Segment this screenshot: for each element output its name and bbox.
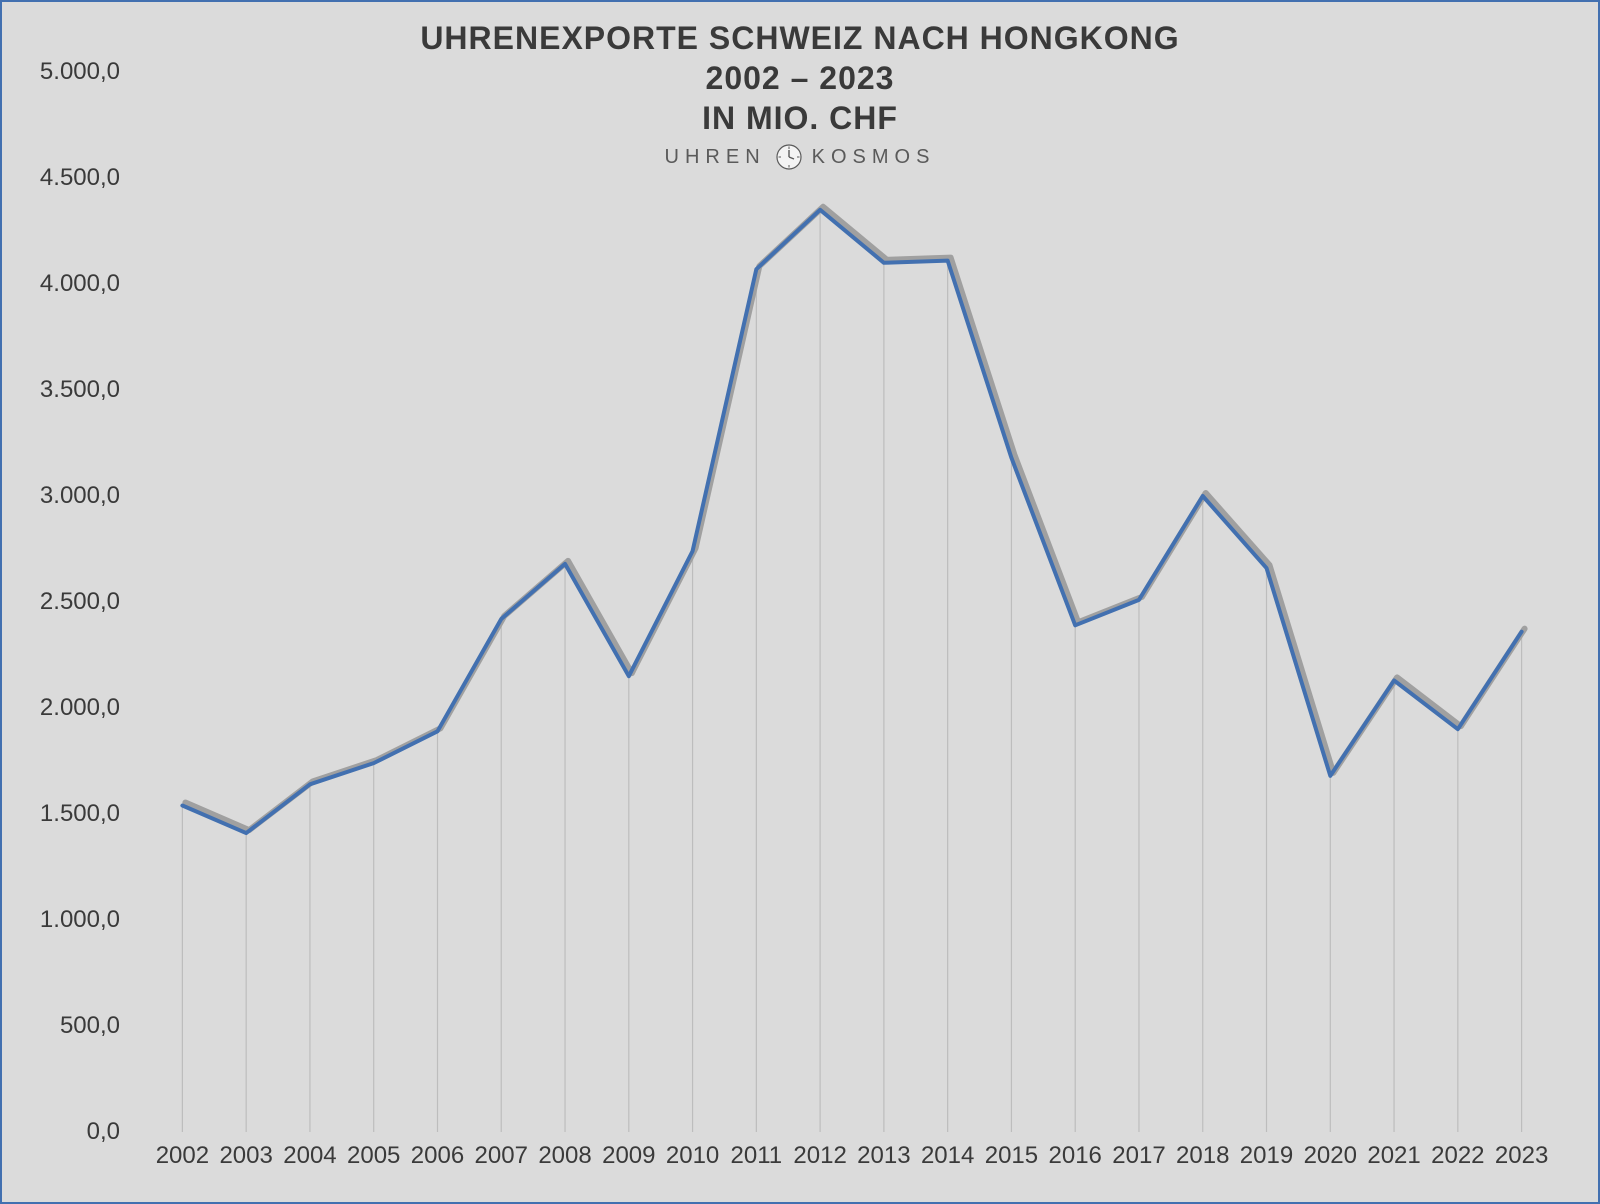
x-tick-label: 2017 [1112,1142,1165,1170]
chart-container: UHRENEXPORTE SCHWEIZ NACH HONGKONG 2002 … [0,0,1600,1204]
x-tick-label: 2013 [857,1142,910,1170]
y-tick-label: 4.000,0 [10,270,120,298]
x-tick-label: 2009 [602,1142,655,1170]
x-tick-label: 2004 [283,1142,336,1170]
x-tick-label: 2016 [1048,1142,1101,1170]
y-tick-label: 2.000,0 [10,694,120,722]
y-tick-label: 3.500,0 [10,376,120,404]
x-tick-label: 2015 [985,1142,1038,1170]
x-tick-label: 2005 [347,1142,400,1170]
x-tick-label: 2002 [156,1142,209,1170]
x-tick-label: 2007 [475,1142,528,1170]
x-tick-label: 2023 [1495,1142,1548,1170]
x-tick-label: 2011 [731,1142,783,1170]
x-tick-label: 2021 [1367,1142,1420,1170]
y-tick-label: 1.500,0 [10,800,120,828]
y-tick-label: 3.000,0 [10,482,120,510]
y-tick-label: 1.000,0 [10,906,120,934]
x-tick-label: 2010 [666,1142,719,1170]
x-tick-label: 2018 [1176,1142,1229,1170]
x-tick-label: 2008 [538,1142,591,1170]
y-tick-label: 500,0 [10,1012,120,1040]
x-tick-label: 2003 [219,1142,272,1170]
chart-plot [132,72,1572,1132]
drop-lines [182,210,1521,1132]
x-tick-label: 2022 [1431,1142,1484,1170]
data-line-shadow [185,207,1524,830]
chart-title-line-1: UHRENEXPORTE SCHWEIZ NACH HONGKONG [2,18,1598,58]
y-tick-label: 0,0 [10,1118,120,1146]
x-tick-label: 2006 [411,1142,464,1170]
y-tick-label: 5.000,0 [10,58,120,86]
x-tick-label: 2012 [793,1142,846,1170]
y-tick-label: 4.500,0 [10,164,120,192]
x-tick-label: 2014 [921,1142,974,1170]
x-tick-label: 2020 [1304,1142,1357,1170]
y-tick-label: 2.500,0 [10,588,120,616]
x-tick-label: 2019 [1240,1142,1293,1170]
data-line-primary [182,210,1521,833]
